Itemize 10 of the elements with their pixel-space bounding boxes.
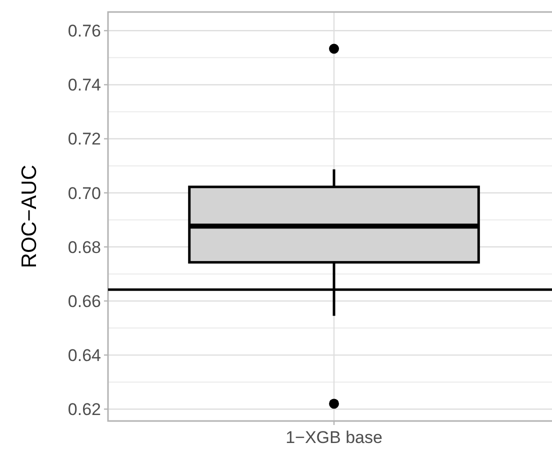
x-tick-label: 1−XGB base: [286, 428, 382, 447]
y-tick-label: 0.62: [68, 400, 101, 420]
y-tick-label: 0.74: [68, 76, 101, 95]
y-tick-label: 0.66: [68, 292, 101, 311]
y-tick-label: 0.76: [68, 22, 101, 41]
y-axis-title: ROC−AUC: [18, 164, 41, 268]
y-tick-label: 0.68: [68, 238, 101, 257]
y-tick-label: 0.64: [68, 346, 101, 365]
y-tick-label: 0.72: [68, 130, 101, 149]
y-tick-label: 0.70: [68, 184, 101, 203]
